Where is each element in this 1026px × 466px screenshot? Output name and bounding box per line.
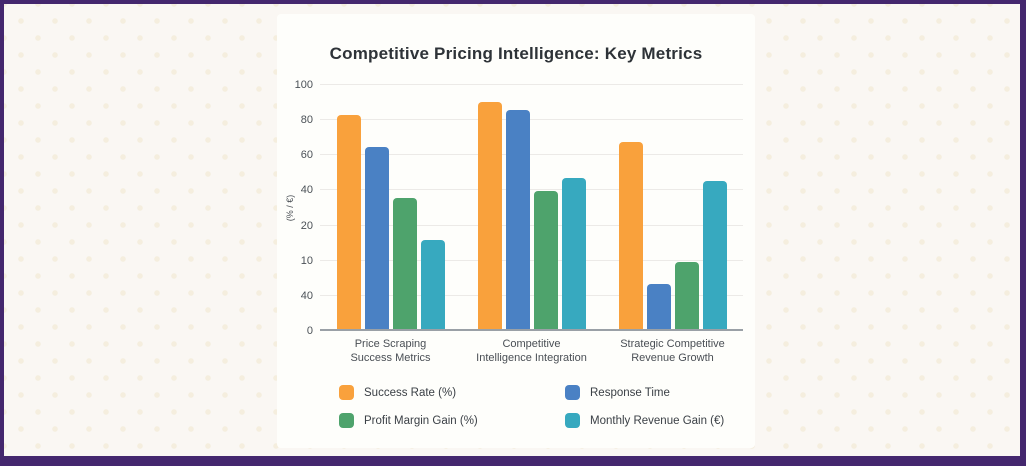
gridline	[320, 84, 743, 85]
chart-title: Competitive Pricing Intelligence: Key Me…	[329, 44, 703, 63]
x-category-labels: Price Scraping Success Metrics Competitive…	[320, 337, 743, 365]
legend-swatch-icon	[565, 413, 580, 428]
gridline	[320, 154, 743, 156]
y-tick-label: 40	[300, 289, 313, 302]
y-axis-title: (% / €)	[285, 194, 295, 222]
y-tick-label: 20	[300, 219, 313, 232]
legend-item-1[interactable]: Success Rate (%)	[339, 385, 565, 400]
legend-item-2[interactable]: Response Time	[565, 385, 724, 400]
plot-area	[320, 84, 743, 331]
legend-item-4[interactable]: Monthly Revenue Gain (€)	[565, 413, 724, 428]
y-tick-label: 10	[300, 254, 313, 267]
bar-groups	[320, 85, 743, 331]
legend-swatch-icon	[565, 385, 580, 400]
bar-series4-group2	[561, 178, 586, 331]
y-tick-label: 60	[300, 149, 313, 162]
x-category-label: Price Scraping Success Metrics	[350, 338, 431, 364]
gridline	[320, 294, 743, 296]
bar-series1-group1	[336, 114, 361, 331]
bar-group-3	[602, 85, 743, 331]
bar-series1-group3	[618, 141, 643, 331]
legend-label: Monthly Revenue Gain (€)	[590, 414, 725, 427]
gridline	[320, 119, 743, 121]
bar-series2-group1	[364, 146, 389, 331]
x-category-label: Competitive Intelligence Integration	[476, 338, 587, 364]
y-tick-label: 100	[294, 79, 313, 91]
gridline	[320, 189, 743, 191]
legend-label: Success Rate (%)	[364, 386, 457, 399]
x-axis-line	[320, 329, 743, 331]
legend-swatch-icon	[339, 413, 354, 428]
bar-series2-group3	[646, 284, 671, 331]
bar-series3-group1	[392, 198, 417, 331]
legend-item-3[interactable]: Profit Margin Gain (%)	[339, 413, 565, 428]
bar-series4-group3	[702, 180, 727, 331]
bar-series1-group2	[477, 102, 502, 331]
y-tick-label: 80	[300, 114, 313, 127]
legend-label: Profit Margin Gain (%)	[364, 414, 478, 427]
gridline	[320, 224, 743, 226]
legend: Success Rate (%) Response Time Profit Marg…	[339, 385, 724, 428]
legend-swatch-icon	[339, 385, 354, 400]
gridlines	[320, 84, 743, 331]
bar-series2-group2	[505, 109, 530, 331]
legend-label: Response Time	[590, 386, 670, 399]
y-tick-label: 0	[306, 325, 313, 337]
bar-group-1	[320, 85, 461, 331]
gridline	[320, 259, 743, 261]
chart-card: Competitive Pricing Intelligence: Key Me…	[277, 14, 755, 448]
bar-series3-group2	[533, 190, 558, 331]
bar-group-2	[461, 85, 602, 331]
y-tick-labels: 0 40 10 20 40 60 80 100	[277, 79, 313, 337]
bar-series4-group1	[420, 239, 445, 331]
x-category-label: Strategic Competitive Revenue Growth	[620, 338, 725, 364]
y-tick-label: 40	[300, 184, 313, 197]
bar-series3-group3	[674, 262, 699, 331]
